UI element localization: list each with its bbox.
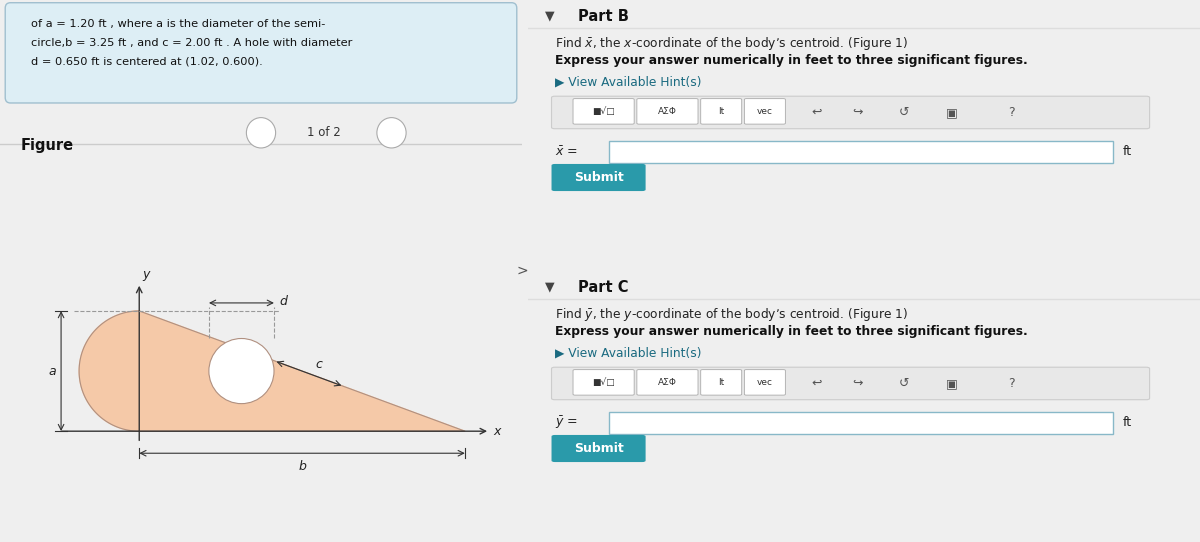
FancyBboxPatch shape bbox=[552, 164, 646, 191]
Text: d: d bbox=[280, 295, 287, 308]
Text: vec: vec bbox=[757, 107, 773, 116]
Text: d = 0.650 ft is centered at (1.02, 0.600).: d = 0.650 ft is centered at (1.02, 0.600… bbox=[31, 57, 263, 67]
Bar bbox=[608, 412, 1112, 434]
Text: Express your answer numerically in feet to three significant figures.: Express your answer numerically in feet … bbox=[554, 325, 1027, 338]
FancyBboxPatch shape bbox=[552, 367, 1150, 400]
Text: Part C: Part C bbox=[578, 280, 629, 295]
Text: Submit: Submit bbox=[574, 442, 624, 455]
Text: ft: ft bbox=[1123, 416, 1132, 429]
Bar bbox=[608, 141, 1112, 163]
FancyBboxPatch shape bbox=[552, 435, 646, 462]
Text: ?: ? bbox=[1008, 377, 1015, 390]
Text: ↪: ↪ bbox=[852, 377, 863, 390]
Text: Part B: Part B bbox=[578, 9, 629, 24]
Text: circle,b = 3.25 ft , and c = 2.00 ft . A hole with diameter: circle,b = 3.25 ft , and c = 2.00 ft . A… bbox=[31, 38, 353, 48]
Text: ▶ View Available Hint(s): ▶ View Available Hint(s) bbox=[554, 347, 701, 360]
Text: y: y bbox=[143, 268, 150, 281]
Text: >: > bbox=[516, 264, 528, 278]
Text: ▣: ▣ bbox=[946, 106, 958, 119]
FancyBboxPatch shape bbox=[5, 3, 517, 103]
Text: ↩: ↩ bbox=[811, 106, 822, 119]
Text: of a = 1.20 ft , where a is the diameter of the semi-: of a = 1.20 ft , where a is the diameter… bbox=[31, 19, 325, 29]
Text: $\bar{y}$ =: $\bar{y}$ = bbox=[554, 415, 578, 431]
Text: ft: ft bbox=[1123, 145, 1132, 158]
FancyBboxPatch shape bbox=[744, 370, 785, 395]
Text: ΑΣΦ: ΑΣΦ bbox=[658, 107, 677, 116]
Text: ΑΣΦ: ΑΣΦ bbox=[658, 378, 677, 387]
Text: x: x bbox=[493, 425, 500, 438]
FancyBboxPatch shape bbox=[744, 99, 785, 124]
Text: ↺: ↺ bbox=[899, 377, 910, 390]
Text: ?: ? bbox=[1008, 106, 1015, 119]
Text: >: > bbox=[386, 128, 396, 138]
Circle shape bbox=[246, 118, 276, 148]
Text: b: b bbox=[298, 460, 306, 473]
Text: Express your answer numerically in feet to three significant figures.: Express your answer numerically in feet … bbox=[554, 54, 1027, 67]
Text: ↪: ↪ bbox=[852, 106, 863, 119]
Text: a: a bbox=[48, 365, 56, 378]
Text: vec: vec bbox=[757, 378, 773, 387]
FancyBboxPatch shape bbox=[574, 99, 634, 124]
Text: It: It bbox=[718, 378, 725, 387]
Text: ■√□: ■√□ bbox=[593, 107, 614, 116]
Text: ▼: ▼ bbox=[545, 281, 554, 293]
FancyBboxPatch shape bbox=[701, 370, 742, 395]
Text: <: < bbox=[257, 128, 265, 138]
Text: ▼: ▼ bbox=[545, 10, 554, 22]
Text: ▶ View Available Hint(s): ▶ View Available Hint(s) bbox=[554, 76, 701, 89]
FancyBboxPatch shape bbox=[701, 99, 742, 124]
FancyBboxPatch shape bbox=[637, 99, 698, 124]
Circle shape bbox=[209, 339, 274, 404]
Text: $\bar{x}$ =: $\bar{x}$ = bbox=[554, 145, 578, 158]
Polygon shape bbox=[79, 311, 464, 431]
Text: c: c bbox=[314, 358, 322, 371]
Text: ■√□: ■√□ bbox=[593, 378, 614, 387]
Circle shape bbox=[377, 118, 406, 148]
Text: Figure: Figure bbox=[20, 138, 74, 153]
Text: It: It bbox=[718, 107, 725, 116]
Text: ↩: ↩ bbox=[811, 377, 822, 390]
Text: ↺: ↺ bbox=[899, 106, 910, 119]
FancyBboxPatch shape bbox=[574, 370, 634, 395]
FancyBboxPatch shape bbox=[637, 370, 698, 395]
FancyBboxPatch shape bbox=[552, 96, 1150, 129]
Text: Submit: Submit bbox=[574, 171, 624, 184]
Text: Find $\bar{x}$, the $x$-coordinate of the body’s centroid. (Figure 1): Find $\bar{x}$, the $x$-coordinate of th… bbox=[554, 35, 908, 52]
Text: 1 of 2: 1 of 2 bbox=[307, 126, 341, 139]
Text: ▣: ▣ bbox=[946, 377, 958, 390]
Text: Find $\bar{y}$, the $y$-coordinate of the body’s centroid. (Figure 1): Find $\bar{y}$, the $y$-coordinate of th… bbox=[554, 306, 908, 323]
